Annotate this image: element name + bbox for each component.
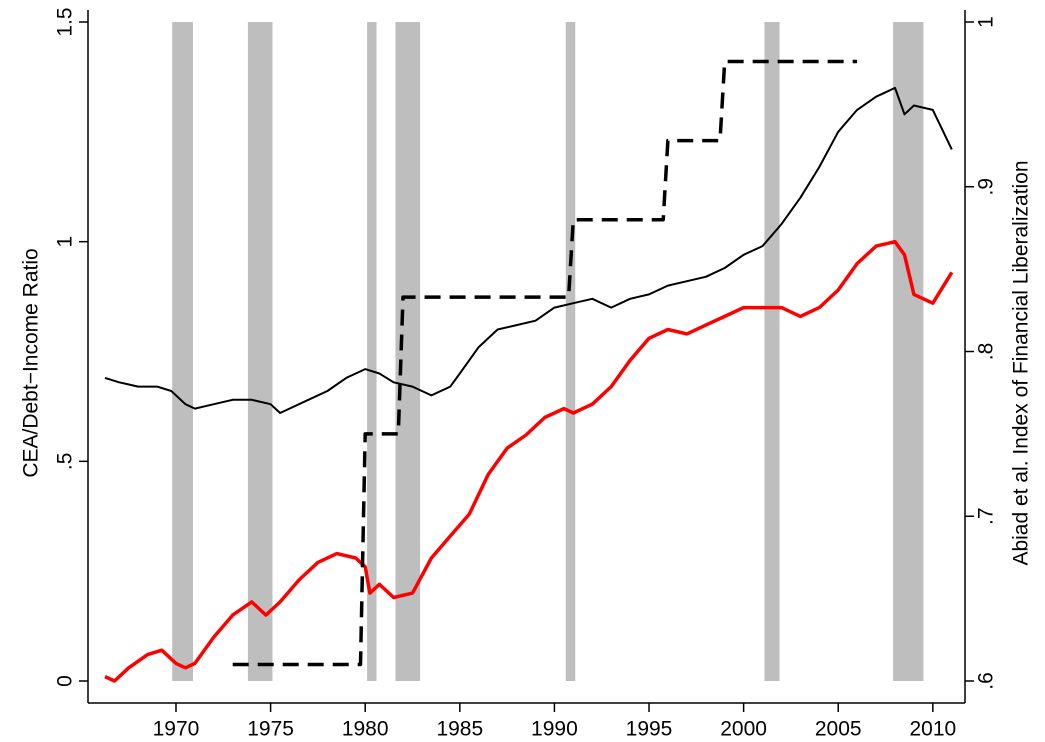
x-tick-label: 1980 bbox=[342, 718, 389, 741]
y-tick-label: 1.5 bbox=[54, 7, 77, 36]
y-tick-label: .5 bbox=[54, 453, 77, 471]
y2-tick-label: .9 bbox=[975, 178, 998, 196]
y2-tick-label: .7 bbox=[975, 507, 998, 525]
y-tick-label: 1 bbox=[54, 236, 77, 248]
x-tick-label: 2000 bbox=[720, 718, 767, 741]
x-tick-label: 1995 bbox=[626, 718, 673, 741]
y-axis-label: CEA/Debt−Income Ratio bbox=[20, 248, 43, 477]
x-tick-label: 1970 bbox=[153, 718, 200, 741]
x-tick-label: 1985 bbox=[436, 718, 483, 741]
x-tick-label: 2010 bbox=[909, 718, 956, 741]
recession-shade bbox=[764, 22, 780, 681]
y2-tick-label: .6 bbox=[975, 672, 998, 690]
recession-shade bbox=[893, 22, 924, 681]
y2-tick-label: .8 bbox=[975, 343, 998, 361]
y2-tick-label: 1 bbox=[975, 16, 998, 28]
recession-shade bbox=[395, 22, 421, 681]
x-tick-label: 2005 bbox=[815, 718, 862, 741]
recession-shade bbox=[367, 22, 377, 681]
recession-shade bbox=[565, 22, 576, 681]
x-tick-label: 1990 bbox=[531, 718, 578, 741]
recession-shade bbox=[172, 22, 194, 681]
data-line bbox=[232, 59, 858, 667]
data-line bbox=[104, 86, 953, 414]
x-tick-label: 1975 bbox=[247, 718, 294, 741]
y2-axis-label: Abiad et al. Index of Financial Liberali… bbox=[1010, 160, 1033, 565]
data-line bbox=[104, 239, 954, 683]
recession-shade bbox=[247, 22, 273, 681]
y-tick-label: 0 bbox=[54, 675, 77, 687]
